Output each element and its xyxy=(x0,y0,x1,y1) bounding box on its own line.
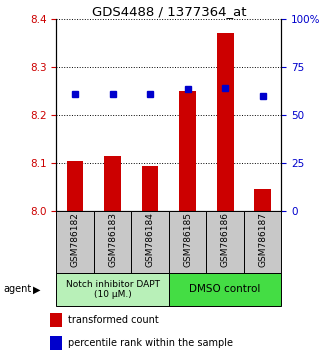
Text: percentile rank within the sample: percentile rank within the sample xyxy=(68,338,233,348)
Bar xyxy=(94,211,131,273)
Text: GSM786184: GSM786184 xyxy=(146,212,155,267)
Bar xyxy=(244,211,281,273)
Bar xyxy=(206,211,244,273)
Text: GSM786185: GSM786185 xyxy=(183,212,192,268)
Text: agent: agent xyxy=(3,284,31,295)
Text: ▶: ▶ xyxy=(33,284,41,295)
Bar xyxy=(50,336,62,350)
Bar xyxy=(254,189,271,211)
Text: GSM786187: GSM786187 xyxy=(258,212,267,268)
Bar xyxy=(50,313,62,327)
Bar xyxy=(131,211,169,273)
Bar xyxy=(56,211,94,273)
Bar xyxy=(56,273,169,306)
Bar xyxy=(169,211,206,273)
Text: GSM786183: GSM786183 xyxy=(108,212,117,268)
Bar xyxy=(104,156,121,211)
Bar xyxy=(169,273,281,306)
Title: GDS4488 / 1377364_at: GDS4488 / 1377364_at xyxy=(92,5,246,18)
Text: GSM786182: GSM786182 xyxy=(71,212,79,267)
Bar xyxy=(216,33,233,211)
Text: Notch inhibitor DAPT
(10 μM.): Notch inhibitor DAPT (10 μM.) xyxy=(66,280,160,299)
Text: DMSO control: DMSO control xyxy=(189,284,261,295)
Text: GSM786186: GSM786186 xyxy=(220,212,230,268)
Bar xyxy=(142,166,159,211)
Bar xyxy=(179,91,196,211)
Text: transformed count: transformed count xyxy=(68,315,159,325)
Bar xyxy=(67,161,83,211)
